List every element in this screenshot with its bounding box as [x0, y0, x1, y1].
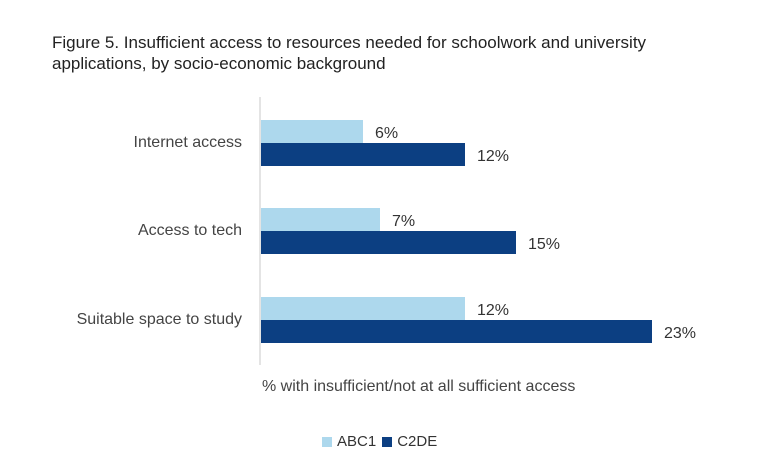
- category-label-suitable-space-to-study: Suitable space to study: [77, 311, 242, 328]
- legend: ABC1 C2DE: [322, 433, 443, 450]
- data-label-c2de-internet-access: 12%: [477, 148, 509, 165]
- category-label-internet-access: Internet access: [134, 134, 243, 151]
- data-label-c2de-suitable-space-to-study: 23%: [664, 325, 696, 342]
- category-label-access-to-tech: Access to tech: [138, 222, 242, 239]
- bar-abc1-access-to-tech: [261, 208, 380, 231]
- legend-item-abc1: ABC1: [322, 433, 376, 450]
- chart-title: Figure 5. Insufficient access to resourc…: [52, 32, 732, 74]
- data-label-abc1-access-to-tech: 7%: [392, 213, 415, 230]
- legend-label-c2de: C2DE: [397, 433, 438, 450]
- bar-abc1-internet-access: [261, 120, 363, 143]
- legend-label-abc1: ABC1: [337, 433, 377, 450]
- data-label-c2de-access-to-tech: 15%: [528, 236, 560, 253]
- bar-c2de-access-to-tech: [261, 231, 516, 254]
- legend-item-c2de: C2DE: [382, 433, 437, 450]
- legend-swatch-c2de: [382, 436, 393, 447]
- bar-c2de-internet-access: [261, 143, 465, 166]
- data-label-abc1-internet-access: 6%: [375, 125, 398, 142]
- bar-c2de-suitable-space-to-study: [261, 320, 652, 343]
- legend-swatch-abc1: [322, 436, 332, 447]
- data-label-abc1-suitable-space-to-study: 12%: [477, 302, 509, 319]
- bar-abc1-suitable-space-to-study: [261, 297, 465, 320]
- x-axis-label: % with insufficient/not at all sufficien…: [262, 378, 576, 395]
- chart-title-line-2: applications, by socio-economic backgrou…: [52, 54, 386, 73]
- chart-title-line-1: Figure 5. Insufficient access to resourc…: [52, 33, 647, 52]
